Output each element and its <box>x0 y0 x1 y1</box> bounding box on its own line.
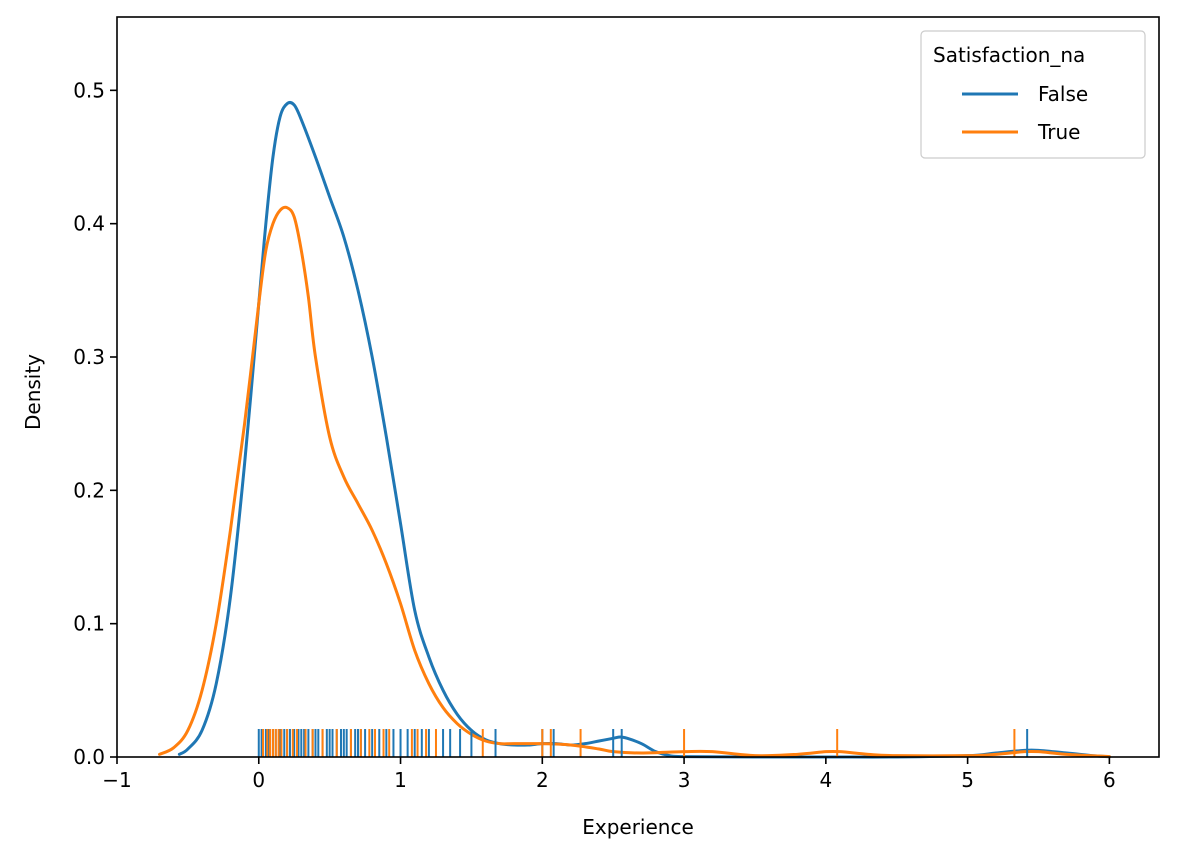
y-tick-label: 0.5 <box>73 78 105 102</box>
x-tick-label: 4 <box>819 768 832 792</box>
x-tick-label: 3 <box>678 768 691 792</box>
legend-title: Satisfaction_na <box>933 43 1085 67</box>
legend: Satisfaction_na False True <box>920 30 1146 159</box>
x-tick-label: 6 <box>1103 768 1116 792</box>
y-tick-label: 0.4 <box>73 212 105 236</box>
x-tick-label: −1 <box>102 768 131 792</box>
y-tick-label: 0.2 <box>73 478 105 502</box>
y-tick-label: 0.0 <box>73 745 105 769</box>
x-tick-label: 0 <box>252 768 265 792</box>
series-line-true <box>158 205 1111 759</box>
x-tick-label: 5 <box>961 768 974 792</box>
x-tick-label: 2 <box>536 768 549 792</box>
axes: −1 0 1 2 3 4 5 6 0.0 0.1 0.2 0.3 0.4 0.5 <box>73 16 1160 792</box>
axes-frame <box>116 16 1160 758</box>
legend-label-false: False <box>1038 82 1088 106</box>
y-axis-label: Density <box>21 354 45 430</box>
y-tick-label: 0.1 <box>73 612 105 636</box>
y-tick-label: 0.3 <box>73 345 105 369</box>
legend-box <box>920 30 1146 159</box>
rug-marks <box>257 729 1029 757</box>
legend-label-true: True <box>1037 120 1080 144</box>
x-axis-label: Experience <box>582 815 694 839</box>
x-tick-label: 1 <box>394 768 407 792</box>
